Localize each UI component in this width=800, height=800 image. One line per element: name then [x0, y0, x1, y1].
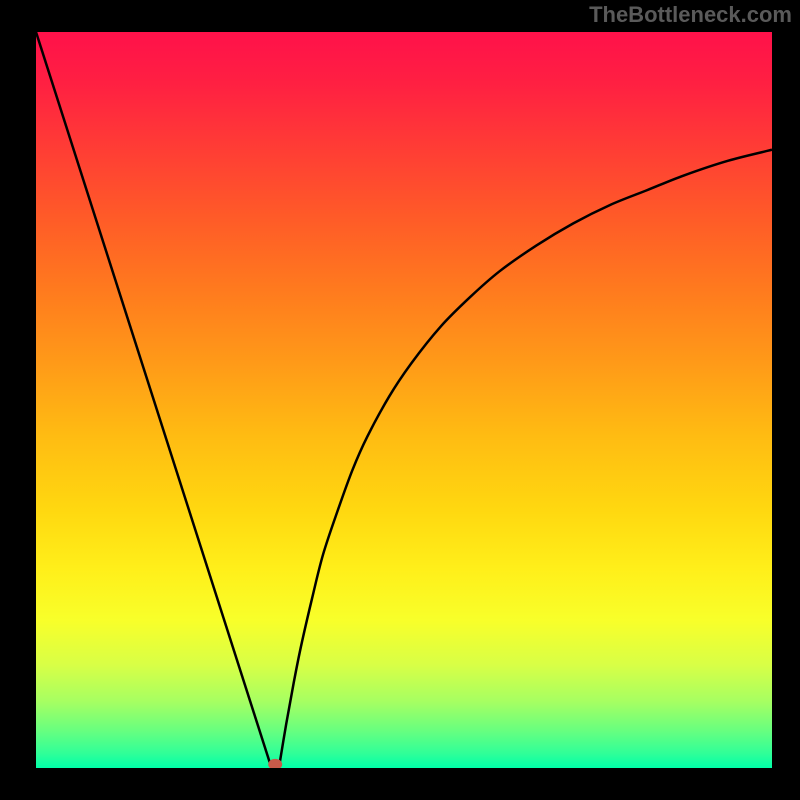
chart-svg — [36, 32, 772, 768]
plot-area — [36, 32, 772, 768]
watermark-text: TheBottleneck.com — [589, 2, 792, 28]
chart-container: TheBottleneck.com — [0, 0, 800, 800]
gradient-background — [36, 32, 772, 768]
